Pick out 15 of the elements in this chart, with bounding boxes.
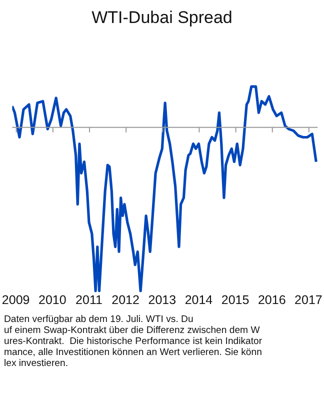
text: Daten verfügbar ab dem 19. Juli. WTI vs. Du bbox=[4, 314, 194, 325]
text: mance, alle Investitionen können an Wert verlieren. Sie könn bbox=[4, 347, 263, 358]
chart-title: WTI-Dubai Spread bbox=[90, 7, 234, 29]
x-tick-label: 2013 bbox=[148, 292, 176, 307]
text: lex investieren. bbox=[4, 358, 69, 369]
x-tick-label: 2017 bbox=[294, 292, 322, 307]
x-tick-label: 2015 bbox=[221, 292, 250, 307]
x-tick-label: 2014 bbox=[184, 292, 213, 307]
x-tick-label: 2010 bbox=[38, 292, 66, 307]
x-tick-label: 2016 bbox=[258, 292, 286, 307]
x-tick-label: 2012 bbox=[112, 292, 140, 307]
x-tick-label: 2009 bbox=[2, 292, 30, 307]
text: uf einem Swap-Kontrakt über die Differenz zwischen dem W bbox=[4, 325, 261, 336]
x-tick-label: 2011 bbox=[76, 292, 102, 307]
text: ures-Kontrakt. Die historische Performance ist kein Indikator bbox=[4, 336, 264, 347]
